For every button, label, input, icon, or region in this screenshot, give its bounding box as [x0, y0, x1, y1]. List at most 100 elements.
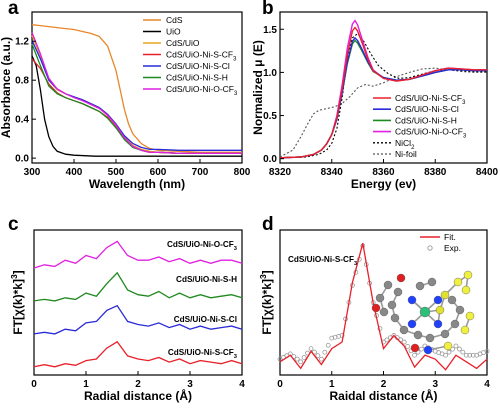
exp-data-point	[467, 352, 473, 358]
exp-data-point	[453, 343, 459, 349]
y-axis-title-c: FT[χ(k)*k]3]	[9, 270, 25, 334]
molecule-atom	[410, 343, 420, 353]
molecule-atom	[423, 345, 433, 355]
panel-letter-a: a	[8, 0, 19, 19]
exp-data-point	[443, 352, 449, 358]
molecule-atom	[383, 280, 393, 290]
series-line-cds-uio-ni-s-cf3	[33, 340, 243, 368]
x-tick-label-a: 300	[24, 167, 41, 178]
plot-frame-b	[279, 11, 488, 164]
exp-data-point	[315, 353, 321, 358]
exp-data-point	[470, 352, 476, 358]
legend-label-cds-uio-ni-s-cf3: CdS/UiO-Ni-S-CF3	[395, 93, 466, 106]
x-tick-label-b: 8360	[372, 167, 395, 178]
y-tick-label-b: 0.5	[263, 111, 277, 122]
molecule-atom	[419, 306, 431, 318]
exp-data-point	[412, 352, 417, 358]
molecule-atom	[393, 287, 403, 297]
annotation-sample-name: CdS/UiO-Ni-S-CF3	[288, 255, 357, 267]
legend-label-cds-uio-ni-s-cl: CdS/UiO-Ni-S-Cl	[166, 61, 230, 71]
exp-data-point	[484, 348, 490, 354]
molecule-atom	[433, 319, 443, 329]
exp-data-point	[329, 335, 335, 341]
y-axis-title-b: Normalized μ (E)	[251, 40, 265, 135]
legend-label-cds-uio-ni-s-h: CdS/UiO-Ni-S-H	[395, 115, 457, 125]
exp-data-point	[301, 355, 307, 360]
molecule-atom	[453, 277, 463, 287]
panel-letter-d: d	[262, 214, 274, 235]
molecule-atom	[450, 319, 460, 329]
exp-data-point	[332, 334, 338, 340]
exp-data-point	[339, 333, 345, 338]
molecule-atom	[425, 333, 435, 343]
series-label-cds-uio-ni-s-h: CdS/UiO-Ni-S-H	[176, 275, 237, 284]
molecule-atom	[433, 295, 443, 305]
x-tick-label-b: 8380	[424, 167, 447, 178]
exp-data-point	[456, 346, 462, 352]
legend-label-cds-uio-ni-s-h: CdS/UiO-Ni-S-H	[166, 73, 228, 83]
x-tick-label-a: 400	[66, 167, 83, 178]
molecule-atom	[415, 281, 425, 291]
x-axis-title-b: Energy (ev)	[351, 177, 416, 191]
y-tick-label-b: 1.0	[263, 68, 277, 79]
exp-data-point	[418, 346, 424, 352]
panel-letter-c: c	[8, 214, 19, 235]
x-tick-label-c: 3	[187, 379, 193, 390]
legend-label-cds-uio-ni-o-cf3: CdS/UiO-Ni-O-CF3	[395, 127, 467, 140]
molecule-atom	[440, 290, 450, 300]
x-tick-label-b: 8340	[321, 167, 344, 178]
x-tick-label-c: 2	[135, 379, 141, 390]
legend-label-ni-foil: Ni-foil	[395, 149, 417, 159]
x-tick-label-c: 0	[31, 379, 37, 390]
molecule-atom	[435, 305, 445, 315]
series-label-cds-uio-ni-s-cl: CdS/UiO-Ni-S-Cl	[174, 315, 237, 324]
molecule-atom	[407, 295, 417, 305]
x-tick-label-d: 4	[484, 379, 490, 390]
molecule-structure-inset	[371, 270, 475, 355]
series-line-cds	[31, 24, 242, 153]
exp-data-point	[405, 343, 411, 349]
y-tick-label-b: 1.5	[263, 25, 277, 36]
exp-data-point	[308, 346, 314, 352]
legend-label-cds-uio-ni-o-cf3: CdS/UiO-Ni-O-CF3	[166, 84, 238, 97]
x-tick-label-a: 700	[192, 167, 209, 178]
series-line-nicl2	[279, 32, 487, 159]
exp-data-point	[401, 339, 407, 345]
legend-label-cds: CdS	[166, 15, 183, 25]
y-axis-title-a: Absorbance (a.u.)	[0, 37, 13, 138]
series-line-fit	[279, 243, 488, 371]
legend-label-nicl2: NiCl2	[395, 138, 414, 151]
x-axis-title-c: Radial distance (Å)	[84, 388, 192, 403]
series-line-cds-uio-ni-s-cf3	[279, 26, 487, 159]
exp-data-point	[463, 352, 469, 358]
molecule-atom	[375, 293, 385, 303]
molecule-atom	[390, 313, 400, 323]
molecule-atom	[455, 305, 465, 315]
series-line-cds-uio-ni-s-h	[33, 271, 243, 302]
x-tick-label-c: 4	[239, 379, 245, 390]
molecule-atom	[427, 277, 437, 287]
x-tick-label-a: 600	[150, 167, 167, 178]
exp-data-point	[298, 359, 304, 365]
legend-label-exp: Exp.	[444, 243, 461, 253]
x-tick-label-d: 0	[277, 379, 283, 390]
molecule-atom	[371, 303, 381, 313]
molecule-atom	[387, 300, 397, 310]
molecule-atom	[396, 273, 406, 283]
series-line-uio	[31, 55, 242, 157]
x-axis-title-d: Raidal distance (Å)	[329, 388, 437, 403]
exp-data-point	[318, 356, 324, 362]
x-tick-label-b: 8320	[269, 167, 292, 178]
series-label-cds-uio-ni-s-cf3: CdS/UiO-Ni-S-CF3	[168, 348, 237, 360]
x-tick-label-b: 8400	[476, 167, 499, 178]
exp-data-point	[322, 349, 328, 355]
series-line-cds-uio-ni-o-cf3	[33, 240, 243, 269]
molecule-atom	[465, 311, 475, 321]
y-axis-title-d: FT[χ(k)*k]3]	[258, 270, 274, 334]
x-tick-label-a: 500	[108, 167, 125, 178]
series-line-cds-uio-ni-o-cf3	[31, 32, 242, 154]
series-label-cds-uio-ni-o-cf3: CdS/UiO-Ni-O-CF3	[167, 240, 237, 252]
legend-label-uio: UiO	[166, 27, 181, 37]
legend-swatch-exp	[427, 245, 433, 251]
